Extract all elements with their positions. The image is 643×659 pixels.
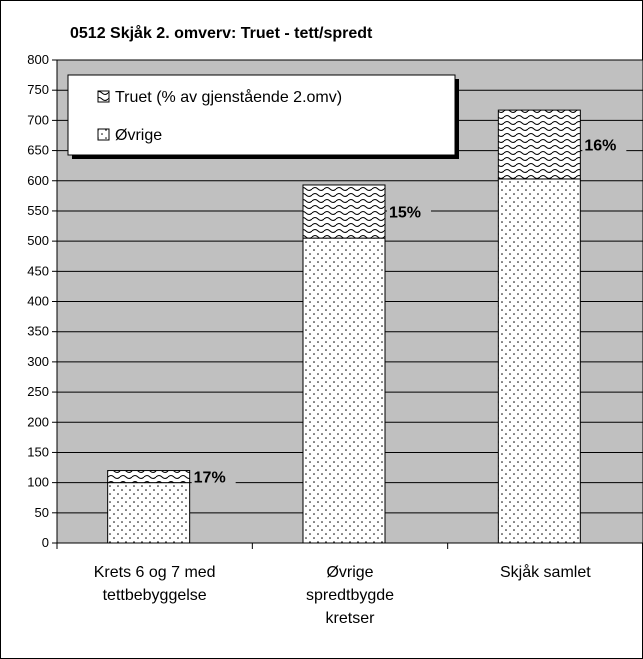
annotation-bg	[582, 134, 627, 155]
legend-swatch	[97, 128, 110, 141]
y-tick-label: 450	[27, 263, 49, 278]
bar-segment	[302, 184, 386, 239]
y-tick-label: 750	[27, 82, 49, 97]
chart-title: 0512 Skjåk 2. omverv: Truet - tett/spred…	[70, 24, 373, 42]
y-tick-label: 500	[27, 233, 49, 248]
y-tick-label: 700	[27, 112, 49, 127]
y-tick-label: 150	[27, 444, 49, 459]
bar-segment	[107, 482, 191, 544]
bar-segment	[302, 237, 386, 544]
legend-label: Øvrige	[115, 127, 162, 144]
annotation: 16%	[584, 138, 616, 155]
legend	[67, 74, 456, 156]
bar-segment	[107, 470, 191, 484]
y-tick-label: 550	[27, 203, 49, 218]
y-tick-label: 100	[27, 475, 49, 490]
legend-label: Truet (% av gjenstående 2.omv)	[115, 88, 342, 106]
y-tick-label: 650	[27, 143, 49, 158]
y-tick-label: 350	[27, 324, 49, 339]
annotation: 17%	[194, 470, 226, 487]
bar-segment	[497, 109, 581, 180]
y-tick-label: 50	[35, 505, 49, 520]
annotation-bg	[387, 201, 431, 222]
y-tick-label: 300	[27, 354, 49, 369]
legend-swatch	[97, 90, 110, 103]
x-tick-label: Øvrige spredtbygde kretser	[305, 564, 395, 627]
y-tick-label: 400	[27, 294, 49, 309]
y-tick-label: 600	[27, 173, 49, 188]
bar-segment	[497, 178, 581, 544]
x-tick-label: Krets 6 og 7 med tettbebyggelse	[93, 564, 216, 604]
y-tick-label: 0	[42, 535, 49, 550]
y-tick-label: 800	[27, 52, 49, 67]
y-tick-label: 250	[27, 384, 49, 399]
x-tick-label: Skjåk samlet	[499, 564, 591, 581]
annotation: 15%	[389, 205, 421, 222]
annotation-bg	[191, 466, 236, 487]
y-tick-label: 200	[27, 414, 49, 429]
